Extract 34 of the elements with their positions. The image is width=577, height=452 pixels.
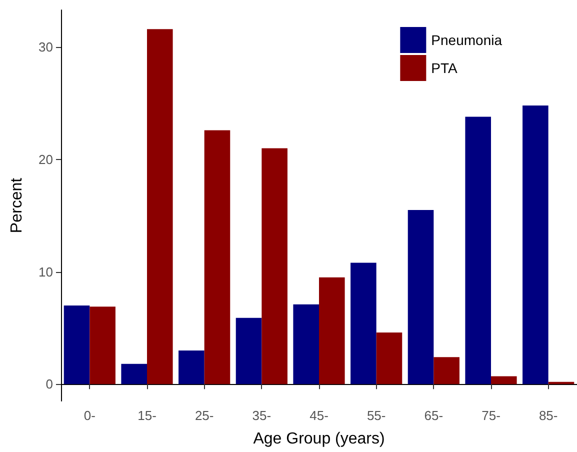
bar (465, 116, 491, 384)
y-tick-label: 0 (46, 376, 53, 392)
x-tick-label: 55- (366, 408, 386, 423)
x-tick-label: 85- (538, 408, 558, 423)
y-tick-label: 10 (38, 264, 53, 280)
bar (236, 318, 262, 384)
bar (64, 305, 90, 384)
bar (204, 130, 230, 384)
x-tick-label: 35- (252, 408, 272, 423)
legend-label: PTA (431, 60, 458, 76)
bar (293, 304, 319, 384)
bar (178, 350, 204, 384)
bar (491, 376, 517, 384)
bar (262, 148, 288, 384)
bar (408, 210, 434, 384)
bar (121, 364, 147, 384)
x-tick-label: 45- (310, 408, 328, 423)
bar (522, 106, 548, 384)
x-tick-label: 15- (138, 408, 156, 423)
bar (147, 29, 173, 384)
y-tick-label: 30 (38, 40, 53, 55)
y-axis-title: Percent (8, 177, 26, 234)
bar (350, 262, 376, 384)
x-tick-label: 0- (84, 408, 96, 423)
legend-label: Pneumonia (431, 32, 502, 48)
bar (319, 277, 345, 384)
x-tick-label: 65- (424, 408, 444, 423)
y-tick-label: 20 (38, 152, 53, 167)
bar (434, 357, 460, 384)
bar (90, 306, 116, 384)
x-tick-label: 75- (482, 408, 500, 423)
x-axis-title: Age Group (years) (253, 430, 385, 448)
bar (376, 332, 402, 384)
x-tick-label: 25- (194, 408, 214, 423)
